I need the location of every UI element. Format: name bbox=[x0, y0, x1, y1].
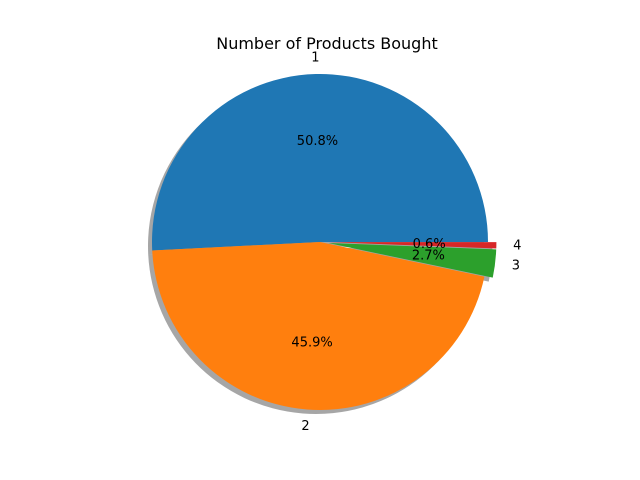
pie-labels: 1 50.8% 2 45.9% 3 2.7% 4 0.6% bbox=[291, 50, 521, 434]
pie-slice-3 bbox=[328, 243, 497, 278]
percent-label-3: 2.7% bbox=[412, 248, 445, 263]
category-label-2: 2 bbox=[301, 419, 309, 434]
category-label-3: 3 bbox=[512, 259, 520, 274]
pie-slice-1 bbox=[152, 74, 488, 251]
percent-label-2: 45.9% bbox=[291, 335, 332, 350]
category-label-4: 4 bbox=[513, 239, 521, 254]
category-label-1: 1 bbox=[311, 50, 319, 65]
pie-slices bbox=[152, 74, 497, 410]
percent-label-1: 50.8% bbox=[297, 134, 338, 149]
percent-label-4: 0.6% bbox=[413, 237, 446, 252]
chart-title: Number of Products Bought bbox=[216, 34, 438, 53]
pie-slice-2 bbox=[152, 242, 485, 410]
pie-slice-4 bbox=[328, 242, 497, 249]
